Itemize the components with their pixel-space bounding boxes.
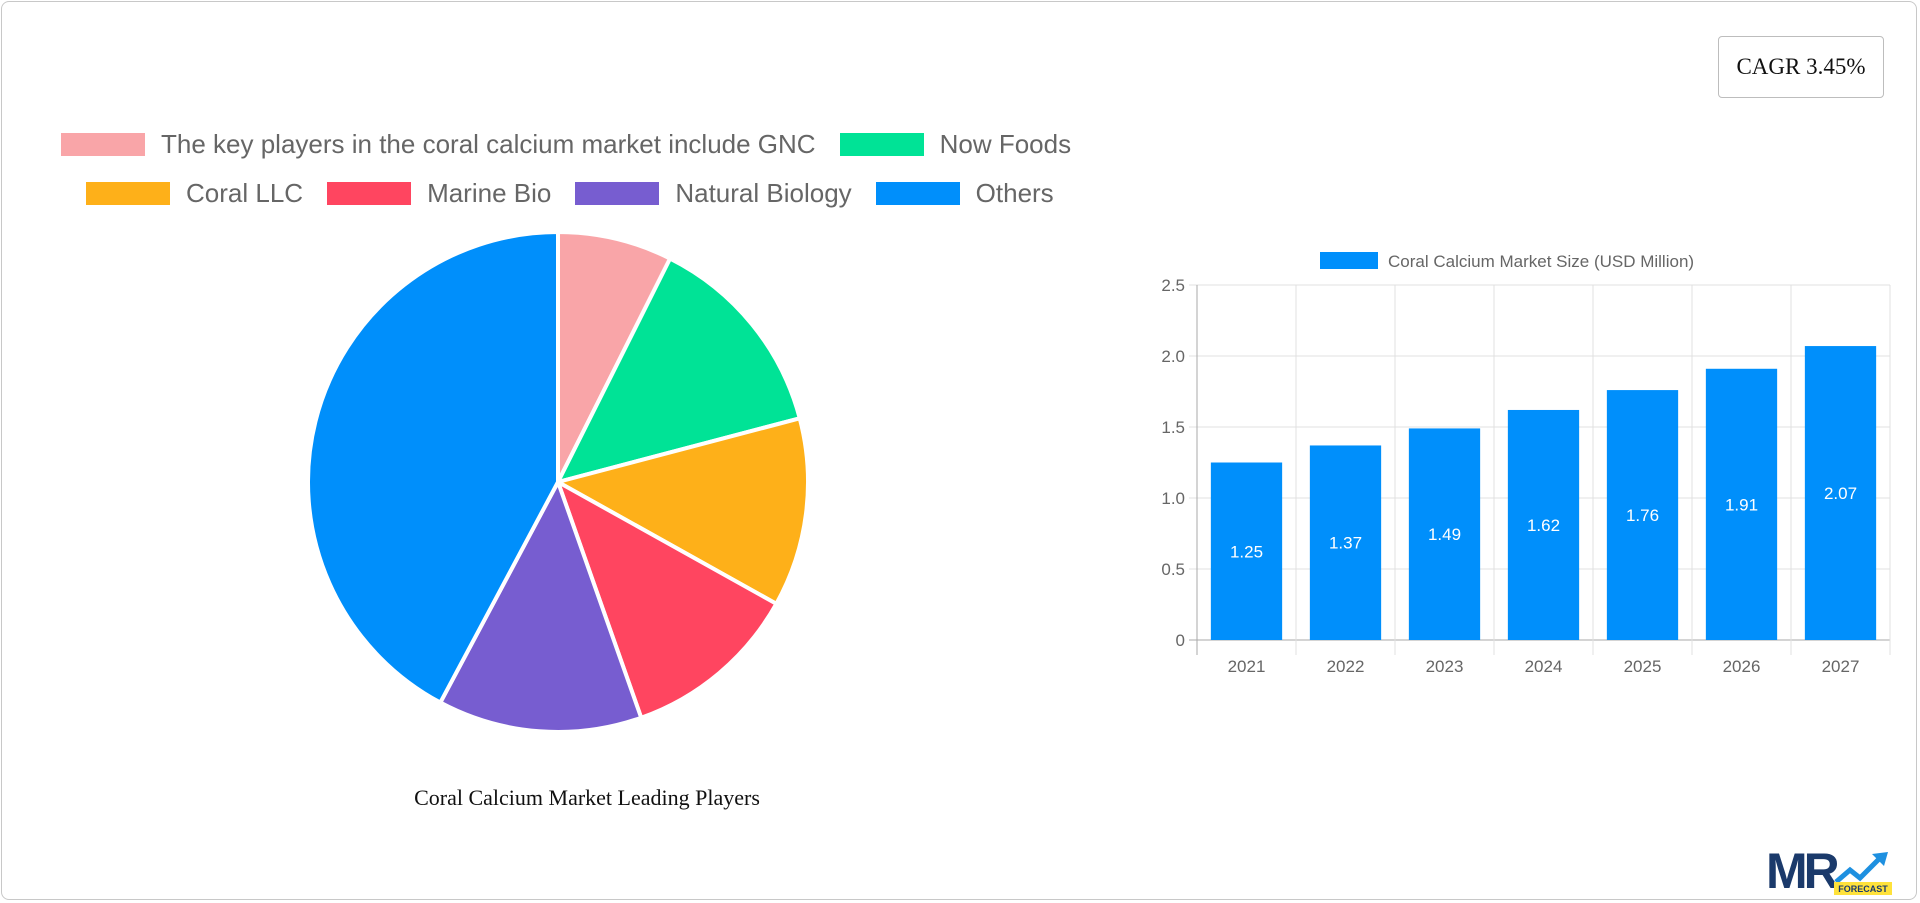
- cagr-badge: CAGR 3.45%: [1718, 36, 1884, 98]
- x-tick-label: 2021: [1228, 657, 1266, 676]
- legend-label: Coral LLC: [186, 178, 304, 208]
- pie-slice[interactable]: [437, 477, 644, 734]
- logo-text: MR: [1766, 846, 1840, 896]
- bar-value-label: 1.76: [1626, 506, 1659, 525]
- bar-chart: Coral Calcium Market Size (USD Million) 0…: [1161, 252, 1891, 676]
- bar-2022[interactable]: [1309, 445, 1382, 640]
- legend-label: The key players in the coral calcium mar…: [161, 129, 816, 159]
- y-tick-label: 2.0: [1161, 347, 1185, 366]
- legend-label: Marine Bio: [427, 178, 552, 208]
- bar-legend-swatch[interactable]: [1320, 252, 1378, 269]
- x-tick-label: 2024: [1525, 657, 1563, 676]
- legend-item-natural-biology[interactable]: Natural Biology: [575, 178, 852, 209]
- bar-value-label: 1.25: [1230, 542, 1263, 561]
- legend-label: Natural Biology: [675, 178, 852, 208]
- legend-item-marine-bio[interactable]: Marine Bio: [327, 178, 551, 209]
- bar-2023[interactable]: [1408, 428, 1481, 640]
- legend-label: Now Foods: [939, 129, 1072, 159]
- bar-2027[interactable]: [1804, 346, 1877, 640]
- bar-2021[interactable]: [1210, 462, 1283, 641]
- y-tick-label: 0.5: [1161, 560, 1185, 579]
- bar-2025[interactable]: [1606, 390, 1679, 640]
- legend-swatch: [86, 182, 170, 205]
- pie-chart-title: Coral Calcium Market Leading Players: [414, 785, 760, 810]
- legend-swatch: [575, 182, 660, 205]
- bar-2026[interactable]: [1705, 368, 1778, 640]
- mr-forecast-logo: MR FORECAST: [1766, 846, 1892, 896]
- legend-label: Others: [975, 178, 1054, 208]
- legend-swatch: [839, 133, 924, 156]
- x-tick-label: 2022: [1327, 657, 1365, 676]
- legend-item-others[interactable]: Others: [875, 178, 1054, 209]
- forecast-badge: [1834, 882, 1892, 895]
- bar-value-label: 1.62: [1527, 516, 1560, 535]
- legend-swatch: [61, 133, 145, 156]
- pie-slice[interactable]: [552, 415, 810, 607]
- legend-swatch: [327, 182, 412, 205]
- x-tick-label: 2023: [1426, 657, 1464, 676]
- y-tick-label: 2.5: [1161, 276, 1185, 295]
- bar-value-label: 1.37: [1329, 534, 1362, 553]
- pie-slice[interactable]: [554, 255, 803, 486]
- x-tick-label: 2025: [1624, 657, 1662, 676]
- legend-item-now-foods[interactable]: Now Foods: [839, 129, 1072, 160]
- bar-value-label: 2.07: [1824, 484, 1857, 503]
- forecast-badge-text: FORECAST: [1838, 884, 1888, 894]
- pie-slice[interactable]: [556, 229, 673, 483]
- pie-chart: [306, 229, 810, 734]
- arrow-head-icon: [1872, 852, 1888, 866]
- legend-item-gnc[interactable]: The key players in the coral calcium mar…: [61, 129, 816, 160]
- legend-swatch: [875, 182, 960, 205]
- pie-legend-row-2: Coral LLC Marine Bio Natural Biology Oth…: [86, 178, 1078, 209]
- y-tick-label: 0: [1176, 631, 1185, 650]
- pie-slice[interactable]: [306, 229, 560, 706]
- x-tick-label: 2026: [1723, 657, 1761, 676]
- x-tick-label: 2027: [1822, 657, 1860, 676]
- y-tick-label: 1.5: [1161, 418, 1185, 437]
- bar-value-label: 1.49: [1428, 525, 1461, 544]
- legend-item-coral-llc[interactable]: Coral LLC: [86, 178, 303, 209]
- y-tick-label: 1.0: [1161, 489, 1185, 508]
- bar-2024[interactable]: [1507, 409, 1580, 640]
- pie-slice[interactable]: [554, 477, 780, 721]
- bar-value-label: 1.91: [1725, 495, 1758, 514]
- bar-legend-label[interactable]: Coral Calcium Market Size (USD Million): [1388, 252, 1694, 271]
- trend-arrow-icon: [1834, 856, 1882, 884]
- pie-legend-row-1: The key players in the coral calcium mar…: [61, 129, 1095, 160]
